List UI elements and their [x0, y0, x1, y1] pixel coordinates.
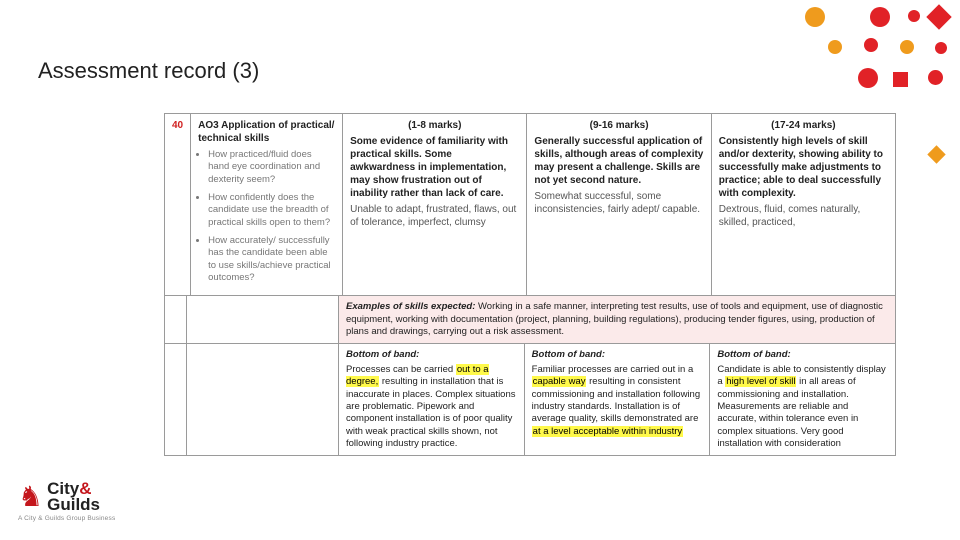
bob-label: Bottom of band: — [346, 349, 517, 361]
decor-dot — [935, 42, 947, 54]
criteria-cell-cont — [187, 344, 339, 455]
bottom-of-band-row: Bottom of band: Processes can be carried… — [165, 344, 895, 455]
band-marks: (1-8 marks) — [350, 119, 519, 132]
bob-label: Bottom of band: — [532, 349, 703, 361]
decor-dot — [928, 70, 943, 85]
decor-dot — [828, 40, 842, 54]
criteria-cell: AO3 Application of practical/ technical … — [191, 114, 343, 295]
band-descriptor: Some evidence of familiarity with practi… — [350, 135, 519, 200]
criteria-heading: AO3 Application of practical/ technical … — [198, 119, 335, 145]
brand-subline: A City & Guilds Group Business — [18, 515, 128, 522]
bands-row: 40 AO3 Application of practical/ technic… — [165, 114, 895, 296]
criteria-bullet: How accurately/ successfully has the can… — [208, 235, 335, 284]
decor-dot — [900, 40, 914, 54]
criteria-bullet: How confidently does the candidate use t… — [208, 192, 335, 229]
band-descriptor-sub: Somewhat successful, some inconsistencie… — [534, 190, 703, 216]
brand-logo: ♞ City& Guilds A City & Guilds Group Bus… — [18, 481, 128, 522]
decor-dot — [858, 68, 878, 88]
fade-overlay — [164, 476, 896, 504]
bob-text: Processes can be carried out to a degree… — [346, 364, 517, 450]
assessment-table: 40 AO3 Application of practical/ technic… — [164, 113, 896, 456]
decor-dot — [864, 38, 878, 52]
bob-label: Bottom of band: — [717, 349, 888, 361]
lion-icon: ♞ — [18, 483, 43, 511]
bob-cell-1: Bottom of band: Processes can be carried… — [339, 344, 525, 455]
band-cell-2: (9-16 marks) Generally successful applic… — [527, 114, 711, 295]
decor-square — [893, 72, 908, 87]
ao-cell-blank — [165, 296, 187, 343]
band-marks: (9-16 marks) — [534, 119, 703, 132]
ao-cell: 40 — [165, 114, 191, 295]
bob-text: Candidate is able to consistently displa… — [717, 364, 888, 450]
decor-dot — [870, 7, 890, 27]
criteria-bullet: How practiced/fluid does hand eye coordi… — [208, 149, 335, 186]
bob-cell-3: Bottom of band: Candidate is able to con… — [710, 344, 895, 455]
examples-row: Examples of skills expected: Working in … — [165, 296, 895, 344]
decor-dot — [908, 10, 920, 22]
ao-cell-blank — [165, 344, 187, 455]
highlight: at a level acceptable within industry — [532, 426, 683, 437]
examples-label: Examples of skills expected: — [346, 301, 475, 312]
criteria-bullets: How practiced/fluid does hand eye coordi… — [198, 149, 335, 284]
criteria-cell-cont — [187, 296, 339, 343]
bob-cell-2: Bottom of band: Familiar processes are c… — [525, 344, 711, 455]
decor-diamond — [927, 145, 945, 163]
examples-cell: Examples of skills expected: Working in … — [339, 296, 895, 343]
bob-text: Familiar processes are carried out in a … — [532, 364, 703, 438]
brand-wordmark: City& Guilds — [47, 481, 100, 513]
band-descriptor-sub: Dextrous, fluid, comes naturally, skille… — [719, 203, 888, 229]
decor-diamond — [926, 4, 951, 29]
band-descriptor-sub: Unable to adapt, frustrated, flaws, out … — [350, 203, 519, 229]
band-descriptor: Consistently high levels of skill and/or… — [719, 135, 888, 200]
band-cell-3: (17-24 marks) Consistently high levels o… — [712, 114, 895, 295]
page-title: Assessment record (3) — [38, 58, 259, 84]
decor-dot — [805, 7, 825, 27]
ao-number: 40 — [172, 120, 183, 131]
highlight: capable way — [532, 376, 587, 387]
highlight: high level of skill — [725, 376, 796, 387]
band-cell-1: (1-8 marks) Some evidence of familiarity… — [343, 114, 527, 295]
band-marks: (17-24 marks) — [719, 119, 888, 132]
band-descriptor: Generally successful application of skil… — [534, 135, 703, 187]
